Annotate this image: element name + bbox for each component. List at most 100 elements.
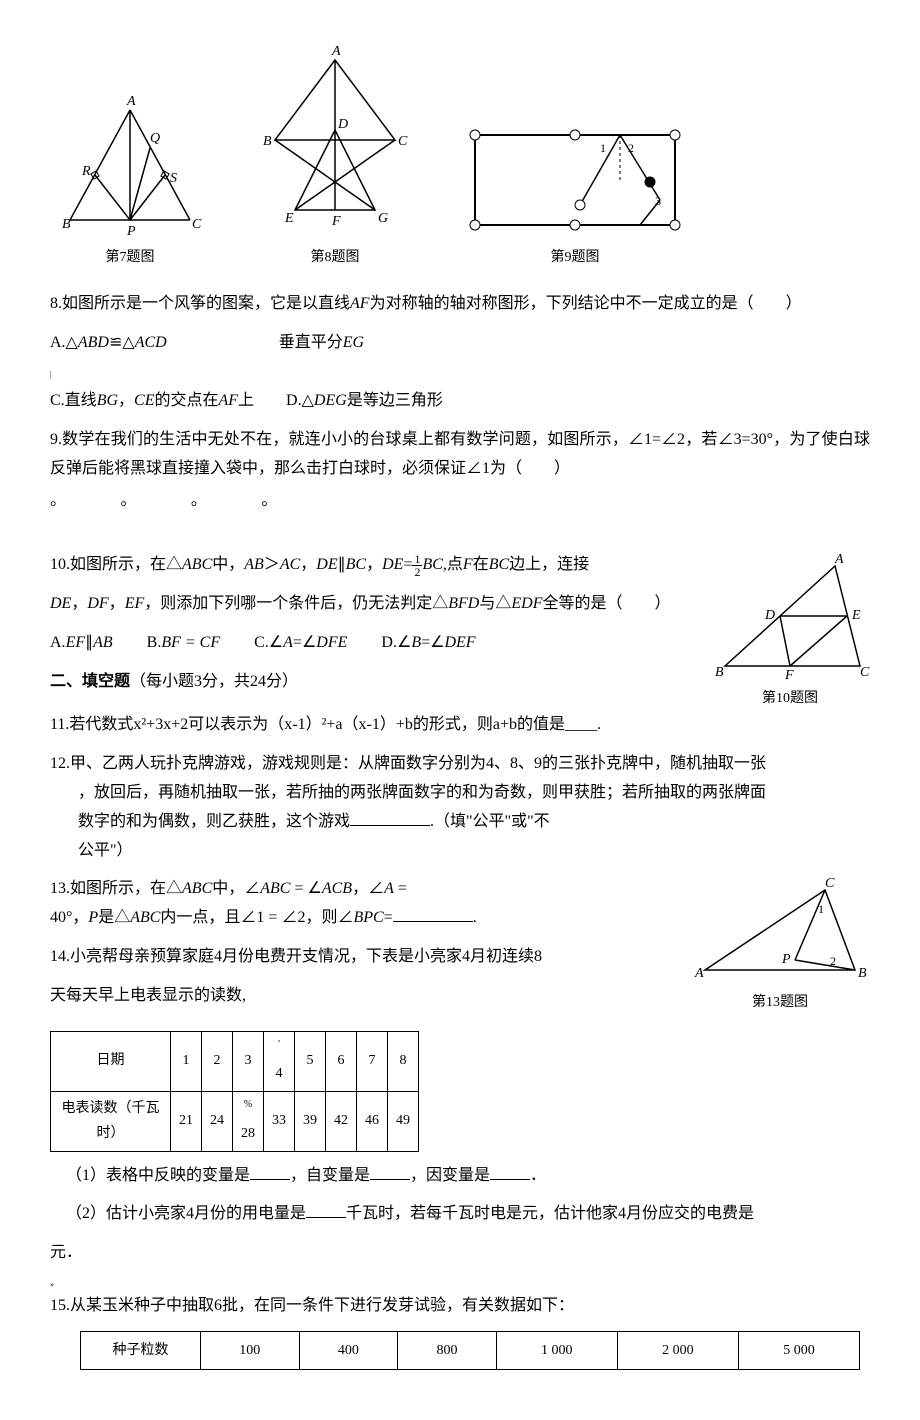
fig8-svg: A B C D E F G: [240, 40, 430, 240]
q8-optC-pre: C.直线: [50, 392, 97, 409]
fig13-svg: A B C P 1 2: [690, 875, 870, 985]
q13-l1-eq: = ∠: [290, 880, 321, 897]
q14-sub1: （1）表格中反映的变量是，自变量是，因变量是．: [50, 1162, 870, 1191]
q9-circles: ° ° ° °: [50, 494, 870, 523]
q10-de: DE: [316, 556, 337, 573]
q10-bc: BC: [346, 556, 366, 573]
q13-abc: ABC: [182, 880, 212, 897]
figure-7: A B C P R Q S 第7题图: [50, 90, 210, 270]
q10-optA-ab: AB: [93, 634, 113, 651]
svg-text:C: C: [825, 876, 835, 891]
section2-label: 二、填空题: [50, 673, 130, 690]
q10-optD: D.∠B=∠DEF: [381, 629, 475, 658]
q13-p: P: [88, 909, 98, 926]
q10-eq: =: [403, 556, 412, 573]
q10-optD-b: B: [411, 634, 421, 651]
q8-optC-end: 上 D.△: [238, 392, 314, 409]
q10-t1: 10.如图所示，在△: [50, 556, 182, 573]
q13-l2-end: =: [384, 909, 393, 926]
q14-r4: 33: [264, 1091, 295, 1151]
q8-optA-abd: ABD: [78, 334, 109, 351]
figure-10: A B C D E F 第10题图: [710, 551, 870, 711]
svg-text:D: D: [337, 117, 348, 132]
q10-optB: B.BF = CF: [147, 629, 220, 658]
fig7-label: 第7题图: [106, 245, 155, 270]
q8-optC-deg: DEG: [314, 392, 347, 409]
svg-text:P: P: [781, 952, 791, 967]
q10-optC-l: C.∠: [254, 634, 283, 651]
q12-line2: ，放回后，再随机抽取一张，若所抽的两张牌面数字的和为奇数，则甲获胜；若所抽取的两…: [50, 779, 870, 808]
q15-v5: 2 000: [617, 1332, 738, 1370]
q10-t2: 中，: [212, 556, 244, 573]
svg-text:1: 1: [600, 141, 606, 155]
svg-text:E: E: [851, 608, 861, 623]
q13-l1-mid: 中，∠: [212, 880, 260, 897]
fig9-label: 第9题图: [551, 245, 600, 270]
q14-s1-b1: [250, 1164, 290, 1180]
q14-d3: 3: [233, 1031, 264, 1091]
q13-l1-pre: 13.如图所示，在△: [50, 880, 182, 897]
q15-row: 种子粒数 100 400 800 1 000 2 000 5 000: [81, 1332, 860, 1370]
figures-row: A B C P R Q S 第7题图 A B C D E F G 第8题图: [50, 40, 870, 270]
q10-frac: 12: [412, 553, 422, 578]
section2-note: （每小题3分，共24分）: [130, 673, 298, 690]
q13-l2-mid: 是△: [98, 909, 130, 926]
q12-blank: [350, 810, 430, 826]
q10l2-df: DF: [87, 595, 108, 612]
svg-text:E: E: [284, 211, 294, 226]
q14-d6: 6: [326, 1031, 357, 1091]
svg-text:G: G: [378, 211, 388, 226]
q15-v4: 1 000: [496, 1332, 617, 1370]
q14-r6: 42: [326, 1091, 357, 1151]
fig8-label: 第8题图: [311, 245, 360, 270]
q10l2-and: 与△: [479, 595, 511, 612]
q14-mark: »: [50, 1278, 870, 1292]
q10-optB-l: B.: [147, 634, 162, 651]
q14-r3: %28: [233, 1091, 264, 1151]
q10-optB-bf: BF = CF: [161, 634, 220, 651]
q14-r7: 46: [357, 1091, 388, 1151]
q15-v1: 100: [201, 1332, 300, 1370]
q10-text-block: 10.如图所示，在△ABC中，AB＞AC，DE∥BC，DE=12BC,点F在BC…: [50, 551, 690, 696]
q10-container: 10.如图所示，在△ABC中，AB＞AC，DE∥BC，DE=12BC,点F在BC…: [50, 551, 870, 711]
fig13-label: 第13题图: [752, 990, 808, 1015]
question-12: 12.甲、乙两人玩扑克牌游戏，游戏规则是：从牌面数字分别为4、8、9的三张扑克牌…: [50, 750, 870, 865]
q10-optD-eq: =∠: [421, 634, 444, 651]
fig10-label: 第10题图: [762, 686, 818, 711]
question-10-line2: DE，DF，EF，则添加下列哪一个条件后，仍无法判定△BFD与△EDF全等的是（…: [50, 590, 690, 619]
q10-gt: ＞: [264, 556, 280, 573]
q8-optA-acd: ACD: [135, 334, 167, 351]
q10-t5: ,点: [443, 556, 463, 573]
q14-r5: 39: [295, 1091, 326, 1151]
q14-r8: 49: [388, 1091, 419, 1151]
svg-text:2: 2: [628, 141, 634, 155]
q13-l1-end: ，∠: [352, 880, 384, 897]
fig9-svg: 1 2 3: [460, 120, 690, 240]
svg-text:P: P: [126, 224, 136, 239]
q13-bpc: BPC: [353, 909, 383, 926]
q14-th-reading: 电表读数（千瓦时）: [51, 1091, 171, 1151]
q13-abc3: ABC: [130, 909, 160, 926]
svg-text:A: A: [834, 552, 844, 567]
svg-text:F: F: [331, 214, 341, 229]
svg-text:S: S: [170, 171, 177, 186]
q8-optA-cong: ≌△: [109, 334, 135, 351]
question-8: 8.如图所示是一个风筝的图案，它是以直线AF为对称轴的轴对称图形，下列结论中不一…: [50, 290, 870, 319]
q10-optD-l: D.∠: [381, 634, 411, 651]
q10-optA: A.EF∥AB: [50, 629, 113, 658]
q8-text2: 为对称轴的轴对称图形，下列结论中不一定成立的是（ ）: [370, 295, 802, 312]
q14-r1: 21: [171, 1091, 202, 1151]
figure-8: A B C D E F G 第8题图: [240, 40, 430, 270]
question-15: 15.从某玉米种子中抽取6批，在同一条件下进行发芽试验，有关数据如下：: [50, 1292, 870, 1321]
q14-r3-val: 28: [241, 1126, 255, 1141]
q14-s1-b2: [370, 1164, 410, 1180]
q8-optC-mid2: 的交点在: [154, 392, 218, 409]
question-10-line1: 10.如图所示，在△ABC中，AB＞AC，DE∥BC，DE=12BC,点F在BC…: [50, 551, 690, 580]
q13-l2-mid2: 内一点，且∠1 = ∠2，则∠: [160, 909, 353, 926]
q14-d5: 5: [295, 1031, 326, 1091]
q12-line4: 公平"）: [50, 837, 870, 866]
q14-d1: 1: [171, 1031, 202, 1091]
figure-9: 1 2 3 第9题图: [460, 120, 690, 270]
q14-d7: 7: [357, 1031, 388, 1091]
q14-r2: 24: [202, 1091, 233, 1151]
